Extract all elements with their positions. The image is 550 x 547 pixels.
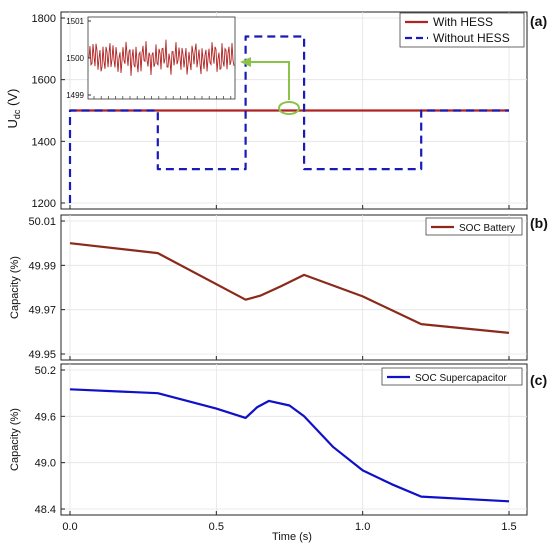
y-tick-label: 1800 bbox=[32, 13, 56, 25]
x-tick-label: 0.0 bbox=[62, 521, 77, 533]
inset-ripple-line bbox=[88, 39, 235, 76]
zoom-arrow bbox=[250, 61, 290, 100]
legend: SOC Supercapacitor bbox=[381, 367, 523, 386]
legend-label: SOC Battery bbox=[459, 223, 515, 234]
panel-label: (a) bbox=[530, 13, 547, 29]
x-axis-label: Time (s) bbox=[272, 531, 312, 543]
plot-frame bbox=[60, 363, 528, 516]
legend-label: SOC Supercapacitor bbox=[415, 373, 507, 384]
series-line-soc-battery bbox=[69, 242, 510, 334]
y-tick-label: 49.0 bbox=[35, 458, 56, 470]
inset-tick-label: 1500 bbox=[66, 54, 84, 63]
y-tick-label: 1400 bbox=[32, 136, 56, 148]
inset-tick-label: 1499 bbox=[66, 91, 84, 100]
legend-box bbox=[381, 367, 523, 386]
y-tick-label: 1200 bbox=[32, 198, 56, 210]
legend: SOC Battery bbox=[425, 217, 523, 236]
y-tick-label: 49.97 bbox=[28, 305, 56, 317]
plot-frame bbox=[60, 214, 528, 361]
y-tick-label: 49.6 bbox=[35, 411, 56, 423]
y-tick-label: 49.95 bbox=[28, 349, 56, 361]
x-tick-label: 0.5 bbox=[209, 521, 224, 533]
inset: 1499 1500 1501 bbox=[66, 16, 300, 115]
legend-box bbox=[399, 12, 525, 48]
y-axis-label: Udc (V) bbox=[5, 89, 22, 129]
chart-panel-1: 1200 1400 1600 1800 With HESS Without HESS (a)… bbox=[5, 11, 547, 210]
y-tick-label: 48.4 bbox=[35, 504, 56, 516]
chart-panel-3: 48.4 49.0 49.6 50.2 SOC Supercapacitor (c) Cap… bbox=[9, 363, 547, 543]
legend-label: With HESS bbox=[433, 15, 493, 29]
y-tick-label: 1600 bbox=[32, 75, 56, 87]
series-line-soc-supercapacitor bbox=[69, 388, 510, 503]
inset-tick-label: 1501 bbox=[66, 17, 84, 26]
plot-frame bbox=[60, 11, 528, 210]
series-line-without-hess bbox=[68, 35, 509, 203]
y-tick-label: 49.99 bbox=[28, 260, 56, 272]
zoom-arrowhead bbox=[240, 57, 251, 67]
x-tick-label: 1.0 bbox=[355, 521, 370, 533]
legend-label: Without HESS bbox=[433, 31, 510, 45]
panel-label: (b) bbox=[530, 215, 548, 231]
y-tick-label: 50.2 bbox=[35, 365, 56, 377]
panel-label: (c) bbox=[530, 372, 547, 388]
x-tick-label: 1.5 bbox=[501, 521, 516, 533]
y-axis-label: Capacity (%) bbox=[9, 408, 21, 471]
y-tick-label: 50.01 bbox=[28, 216, 56, 228]
chart-panel-2: 49.95 49.97 49.99 50.01 SOC Battery (b) Capaci… bbox=[9, 214, 548, 361]
legend-box bbox=[425, 217, 523, 236]
legend: With HESS Without HESS bbox=[399, 12, 525, 48]
zoom-ellipse bbox=[278, 101, 300, 115]
y-axis-label: Capacity (%) bbox=[9, 256, 21, 319]
